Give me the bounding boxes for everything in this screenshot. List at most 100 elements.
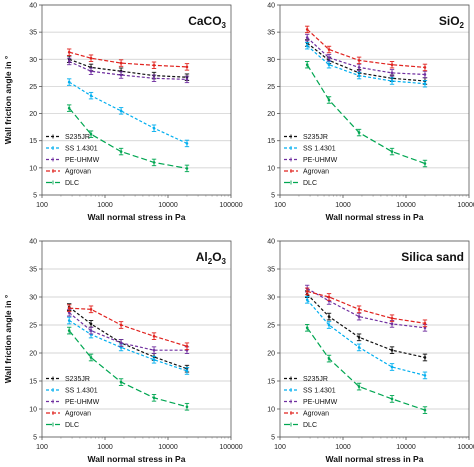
x-tick-label: 100 xyxy=(274,444,286,451)
data-point xyxy=(390,79,394,83)
data-point xyxy=(67,60,71,63)
data-point xyxy=(305,290,309,293)
data-point xyxy=(67,106,71,110)
y-tick-label: 30 xyxy=(267,295,275,302)
title-text: Silica sand xyxy=(401,250,464,264)
data-point xyxy=(89,56,93,60)
legend-label: PE-UHMW xyxy=(303,157,338,164)
data-point xyxy=(423,162,427,165)
data-point xyxy=(89,132,93,136)
legend-label: DLC xyxy=(65,422,79,429)
plot-area xyxy=(41,4,232,196)
series-line-1 xyxy=(68,58,188,78)
data-point xyxy=(119,61,123,65)
data-point xyxy=(152,396,156,400)
title-subscript: 3 xyxy=(222,257,227,266)
y-tick-label: 15 xyxy=(267,379,275,386)
data-point xyxy=(357,336,361,339)
data-point xyxy=(119,150,123,153)
chart-panel-1: 5 10 15 20 25 30 35 40 100 1000 10000 100000 Wall no… xyxy=(3,3,243,223)
legend-label: PE-UHMW xyxy=(65,399,100,406)
legend-label: DLC xyxy=(65,180,79,187)
title-subscript: 2 xyxy=(460,21,465,30)
series-line-5 xyxy=(68,330,188,408)
data-point xyxy=(357,74,361,77)
plot-area xyxy=(279,240,470,438)
data-point xyxy=(390,71,394,75)
panel-title: Silica sand xyxy=(401,250,464,264)
legend-label: S235JR xyxy=(303,376,328,383)
series-line-1 xyxy=(306,42,426,82)
legend-label: S235JR xyxy=(303,134,328,141)
data-point xyxy=(357,59,361,62)
series-line-2 xyxy=(68,81,188,144)
y-tick-label: 40 xyxy=(29,239,37,246)
data-point xyxy=(119,73,123,77)
data-point xyxy=(89,69,93,73)
data-point xyxy=(390,63,394,67)
data-point xyxy=(423,356,427,359)
legend-label: Agrovan xyxy=(303,169,329,176)
data-point xyxy=(327,63,331,67)
y-tick-label: 40 xyxy=(267,3,275,10)
y-tick-label: 15 xyxy=(29,379,37,386)
data-point xyxy=(390,322,394,326)
x-axis-label: Wall normal stress in Pa xyxy=(88,454,186,464)
data-point xyxy=(89,356,93,359)
data-point xyxy=(185,405,189,409)
data-point xyxy=(327,315,331,318)
x-tick-label: 1000 xyxy=(97,444,113,451)
data-point xyxy=(185,65,189,69)
y-tick-label: 5 xyxy=(271,193,275,200)
y-tick-label: 10 xyxy=(29,407,37,414)
title-text: SiO xyxy=(439,14,460,28)
y-tick-label: 35 xyxy=(29,30,37,37)
data-point xyxy=(305,44,309,48)
data-point xyxy=(152,63,156,67)
data-point xyxy=(423,73,427,76)
data-point xyxy=(327,56,331,59)
chart-panel-4: 5 10 15 20 25 30 35 40 100 1000 10000 100000 Wall no… xyxy=(267,239,474,465)
y-tick-label: 35 xyxy=(29,267,37,274)
x-tick-label: 10000 xyxy=(396,444,416,451)
legend-label: DLC xyxy=(303,422,317,429)
series-line-1 xyxy=(306,293,426,359)
data-point xyxy=(423,66,427,69)
legend-label: Agrovan xyxy=(303,411,329,418)
data-point xyxy=(67,319,71,322)
data-point xyxy=(89,94,93,97)
data-point xyxy=(327,295,331,299)
data-point xyxy=(89,329,93,332)
y-tick-label: 5 xyxy=(33,435,37,442)
data-point xyxy=(67,306,71,310)
y-tick-label: 25 xyxy=(267,323,275,330)
x-tick-label: 10000 xyxy=(158,202,178,209)
x-tick-label: 100000 xyxy=(457,202,474,209)
data-point xyxy=(423,82,427,86)
data-point xyxy=(357,346,361,349)
plot-area xyxy=(41,240,232,438)
data-point xyxy=(357,66,361,69)
data-point xyxy=(327,323,331,327)
data-point xyxy=(119,346,123,349)
data-point xyxy=(327,98,331,102)
legend-label: SS 1.4301 xyxy=(303,146,336,153)
series-line-3 xyxy=(306,288,426,329)
y-tick-label: 20 xyxy=(29,111,37,118)
chart-panel-3: 5 10 15 20 25 30 35 40 100 1000 10000 100000 Wall no… xyxy=(3,239,243,465)
legend-label: Agrovan xyxy=(65,169,91,176)
data-point xyxy=(423,322,427,325)
y-tick-label: 5 xyxy=(33,193,37,200)
data-point xyxy=(152,348,156,352)
data-point xyxy=(185,167,189,170)
x-tick-label: 100000 xyxy=(457,444,474,451)
data-point xyxy=(423,408,427,412)
legend-label: PE-UHMW xyxy=(65,157,100,164)
data-point xyxy=(152,76,156,80)
data-point xyxy=(185,344,189,348)
data-point xyxy=(305,298,309,302)
series-line-2 xyxy=(68,319,188,372)
data-point xyxy=(390,365,394,369)
data-point xyxy=(305,36,309,39)
data-point xyxy=(423,326,427,330)
